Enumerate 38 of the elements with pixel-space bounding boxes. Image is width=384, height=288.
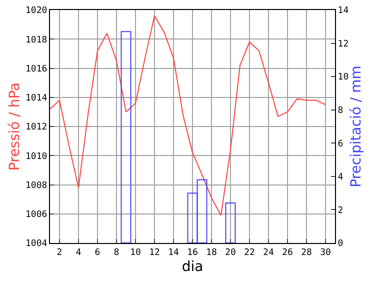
- x-tick-label: 2: [56, 248, 62, 258]
- y2-tick-label: 14: [338, 6, 349, 16]
- x-tick-label: 8: [114, 248, 120, 258]
- y-tick-label: 1014: [26, 94, 48, 104]
- y2-tick-label: 6: [338, 139, 344, 150]
- x-tick-label: 30: [320, 248, 331, 258]
- y-tick-label: 1012: [26, 122, 48, 133]
- y2-tick-label: 0: [338, 239, 344, 250]
- x-tick-label: 14: [168, 248, 179, 258]
- y-tick-label: 1020: [26, 6, 48, 16]
- y-axis-title: Pressió / hPa: [7, 82, 24, 171]
- x-tick-label: 12: [149, 248, 160, 258]
- bar: [120, 31, 132, 243]
- y-tick-label: 1010: [26, 152, 48, 162]
- y-tick-label: 1008: [26, 180, 48, 191]
- line-series: [50, 15, 326, 216]
- x-tick-label: 20: [225, 248, 236, 258]
- x-tick-label: 4: [76, 248, 82, 258]
- y-tick-label: 1018: [26, 35, 48, 46]
- y2-tick-label: 12: [338, 39, 349, 50]
- x-tick-label: 24: [263, 248, 274, 258]
- y-tick-label: 1006: [26, 210, 48, 220]
- x-tick-label: 28: [301, 248, 312, 258]
- x-tick-label: 18: [206, 248, 217, 258]
- x-tick-label: 26: [282, 248, 293, 258]
- y-tick-label: 1016: [26, 64, 48, 74]
- x-tick-label: 16: [187, 248, 198, 258]
- y2-tick-label: 2: [338, 206, 344, 216]
- bar: [225, 202, 236, 243]
- y2-tick-label: 8: [338, 106, 344, 116]
- x-axis-title: dia: [182, 259, 204, 276]
- x-tick-label: 10: [130, 248, 141, 258]
- x-tick-label: 22: [244, 248, 255, 258]
- y2-tick-label: 10: [338, 72, 349, 83]
- y2-axis-title: Precipitació / mm: [348, 66, 365, 188]
- x-tick-label: 6: [94, 248, 100, 258]
- y2-tick-label: 4: [338, 172, 344, 183]
- y-tick-label: 1004: [26, 239, 48, 250]
